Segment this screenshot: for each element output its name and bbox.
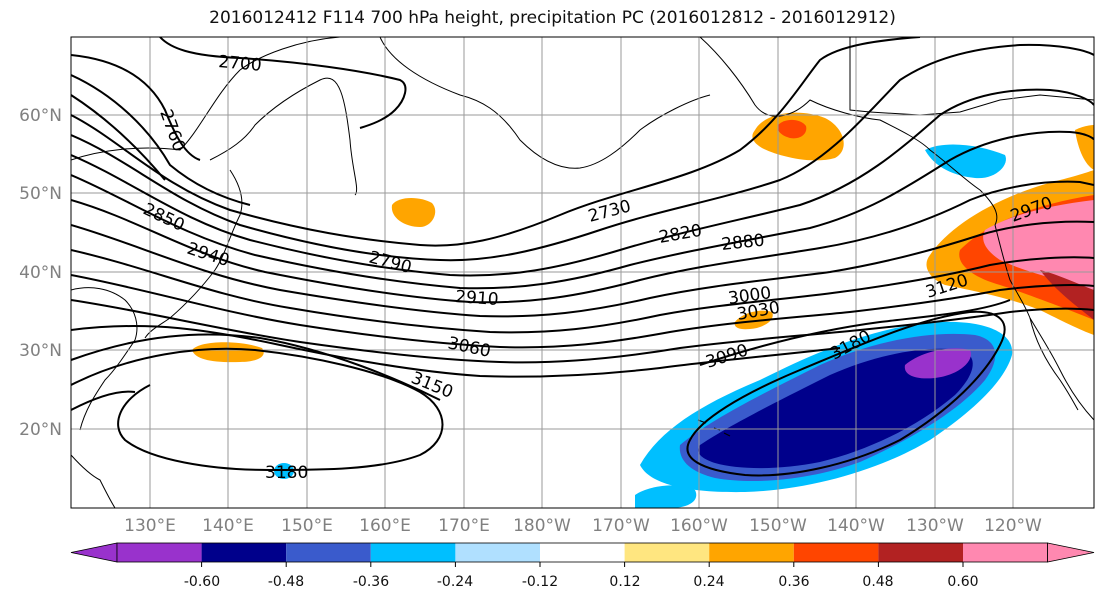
map-title: 2016012412 F114 700 hPa height, precipit… xyxy=(209,8,896,28)
lat-label-30n: 30°N xyxy=(19,341,62,361)
contour-b xyxy=(71,43,1094,262)
colorbar-segment xyxy=(709,543,794,562)
lat-label-20n: 20°N xyxy=(19,420,62,440)
contour-label-2700: 2700 xyxy=(218,52,263,76)
colorbar-tick-label: 0.60 xyxy=(947,574,978,590)
colorbar-segment xyxy=(286,543,371,562)
coast-korea-china xyxy=(71,287,138,431)
colorbar-extend-low xyxy=(70,542,118,563)
contour-a xyxy=(71,37,921,247)
colorbar-tick-label: 0.24 xyxy=(693,574,724,590)
contour-3180-east xyxy=(686,310,1006,477)
contour-e xyxy=(71,180,1094,304)
contour-label-2910: 2910 xyxy=(455,287,500,310)
contour-g xyxy=(71,249,1094,334)
colorbar-segment xyxy=(201,543,287,562)
height-contours xyxy=(71,37,1094,477)
neg-anom-small xyxy=(274,463,294,479)
colorbar-tick-label: 0.36 xyxy=(778,574,809,590)
lon-label-160w: 160°W xyxy=(670,516,728,536)
lat-label-50n: 50°N xyxy=(19,184,62,204)
contour-2700 xyxy=(159,37,407,129)
colorbar xyxy=(70,542,1095,567)
colorbar-segment xyxy=(963,543,1048,562)
lon-label-150e: 150°E xyxy=(281,516,333,536)
colorbar-tick-label: -0.60 xyxy=(184,574,220,590)
coast-chukotka xyxy=(379,37,711,169)
contour-label-3180-west: 3180 xyxy=(265,463,308,483)
colorbar-segment xyxy=(540,543,625,562)
lon-label-160e: 160°E xyxy=(359,516,411,536)
neg-anom-gulf xyxy=(925,144,1006,179)
neg-anom-core xyxy=(698,348,973,469)
precip-shading xyxy=(192,112,1094,508)
colorbar-segment xyxy=(793,543,879,562)
contour-2790 xyxy=(71,74,251,206)
colorbar-tick-label: -0.24 xyxy=(437,574,473,590)
coast-baja xyxy=(1029,317,1079,411)
lon-label-130w: 130°W xyxy=(906,516,964,536)
colorbar-tick-label: -0.12 xyxy=(522,574,558,590)
colorbar-tick-label: 0.12 xyxy=(609,574,640,590)
colorbar-segment xyxy=(455,543,540,562)
contour-l xyxy=(71,347,444,472)
map-frame xyxy=(70,36,1095,509)
colorbar-segment xyxy=(624,543,710,562)
contour-2730-north xyxy=(71,94,166,181)
contour-m xyxy=(71,390,136,411)
lon-label-150w: 150°W xyxy=(749,516,807,536)
contour-f xyxy=(71,220,1094,318)
pos-anom-small-central xyxy=(734,310,773,330)
lat-label-60n: 60°N xyxy=(19,106,62,126)
lon-label-170e: 170°E xyxy=(438,516,490,536)
colorbar-segment xyxy=(878,543,963,562)
lon-label-140e: 140°E xyxy=(202,516,254,536)
contour-h xyxy=(71,274,1094,349)
colorbar-extend-high xyxy=(1047,542,1095,563)
lon-label-130e: 130°E xyxy=(124,516,176,536)
coast-alaska xyxy=(699,37,998,226)
lon-label-140w: 140°W xyxy=(827,516,885,536)
colorbar-tick-label: -0.48 xyxy=(268,574,304,590)
coast-kamchatka xyxy=(209,77,358,196)
colorbar-border xyxy=(116,542,1048,563)
contour-3090 xyxy=(699,299,1011,366)
coast-alaska-north xyxy=(849,37,1094,116)
pos-anom-bering xyxy=(391,197,436,227)
colorbar-segment xyxy=(370,543,456,562)
lon-label-170w: 170°W xyxy=(592,516,650,536)
coast-taiwan-ph xyxy=(71,454,116,508)
contour-2760 xyxy=(71,54,201,161)
coast-siberia xyxy=(71,37,341,161)
contour-k xyxy=(71,333,441,401)
colorbar-tick-label: 0.48 xyxy=(862,574,893,590)
neg-anom-hawaii xyxy=(635,485,697,508)
lat-labels: 60°N 50°N 40°N 30°N 20°N xyxy=(19,106,62,440)
pos-anom-west-coast-4 xyxy=(1040,270,1094,320)
colorbar-tick-labels: -0.60 -0.48 -0.36 -0.24 -0.12 0.12 0.24 … xyxy=(184,574,979,590)
contour-d xyxy=(71,130,1094,290)
lon-labels: 130°E 140°E 150°E 160°E 170°E 180°W 170°… xyxy=(124,516,1042,536)
contour-i xyxy=(71,299,1094,364)
contour-c xyxy=(71,88,1094,277)
lat-label-40n: 40°N xyxy=(19,263,62,283)
pos-anom-alaska-core xyxy=(777,119,807,139)
contour-label-2880: 2880 xyxy=(720,231,765,255)
lon-label-120w: 120°W xyxy=(984,516,1042,536)
lon-label-180w: 180°W xyxy=(513,516,571,536)
neg-anom-max xyxy=(904,348,971,379)
colorbar-segment xyxy=(117,543,202,562)
colorbar-tick-label: -0.36 xyxy=(353,574,389,590)
